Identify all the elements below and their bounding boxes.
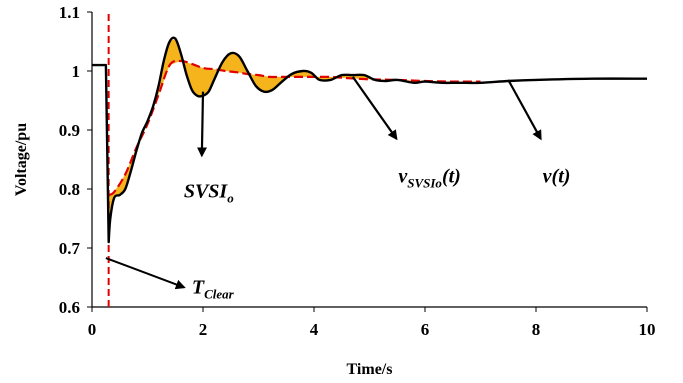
x-tick-label: 8 (532, 320, 541, 339)
annotation-label-0: SVSIo (184, 180, 234, 205)
y-tick-label: 1 (72, 62, 81, 81)
svsi-area-fill (108, 39, 481, 243)
y-tick-label: 1.1 (59, 3, 80, 22)
x-tick-label: 4 (310, 320, 319, 339)
y-axis-title: Voltage/pu (13, 123, 30, 196)
y-tick-label: 0.8 (59, 180, 80, 199)
annotation-label-2: v(t) (543, 166, 571, 188)
annotation-label-1: vSVSIo(t) (398, 166, 460, 191)
y-tick-label: 0.7 (59, 239, 81, 258)
y-tick-label: 0.9 (59, 121, 80, 140)
annotation-label-tclear: TClear (192, 276, 235, 301)
y-tick-label: 0.6 (59, 298, 80, 317)
annotation-arrow-2 (507, 79, 542, 141)
x-tick-label: 6 (421, 320, 430, 339)
annotation-arrow-tclear (105, 257, 186, 290)
x-tick-label: 2 (199, 320, 208, 339)
annotation-arrow-0 (196, 91, 207, 158)
series-v-line (91, 36, 648, 244)
x-tick-label: 0 (88, 320, 97, 339)
x-axis-title: Time/s (347, 361, 393, 378)
annotation-arrow-1 (351, 76, 398, 141)
x-tick-label: 10 (639, 320, 656, 339)
